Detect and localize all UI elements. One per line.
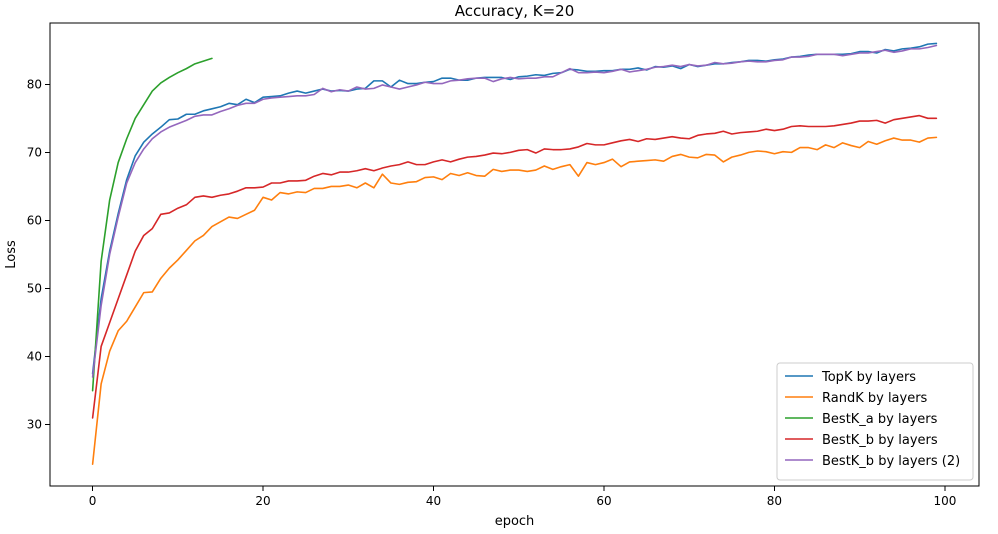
- series-line-4: [91, 114, 938, 419]
- y-axis-title: Loss: [4, 240, 19, 269]
- series-line-5: [91, 44, 938, 378]
- legend-label-1: TopK by layers: [821, 370, 916, 385]
- x-tick-label: 40: [426, 494, 441, 508]
- x-tick-label: 60: [596, 494, 611, 508]
- y-axis: 30 40 50 60 70 80: [27, 77, 50, 432]
- series-layer: [91, 42, 938, 466]
- x-tick-label: 20: [255, 494, 270, 508]
- legend-label-3: BestK_a by layers: [822, 412, 938, 427]
- series-line-2: [91, 136, 938, 466]
- legend-label-5: BestK_b by layers (2): [822, 454, 960, 469]
- y-tick-label: 50: [27, 282, 42, 296]
- x-axis-title: epoch: [495, 514, 535, 529]
- legend-box: [776, 362, 974, 481]
- x-tick-label: 100: [933, 494, 956, 508]
- series-line-3: [91, 57, 213, 392]
- plot-frame: [49, 22, 980, 487]
- y-tick-label: 70: [27, 145, 42, 159]
- x-tick-label: 80: [767, 494, 782, 508]
- x-tick-label: 0: [89, 494, 97, 508]
- x-axis: 0 20 40 60 80 100: [89, 486, 956, 508]
- y-tick-label: 40: [27, 350, 42, 364]
- legend-label-4: BestK_b by layers: [822, 433, 938, 448]
- legend: TopK by layers RandK by layers BestK_a by …: [776, 362, 974, 481]
- legend-label-2: RandK by layers: [822, 391, 928, 406]
- y-tick-label: 60: [27, 213, 42, 227]
- y-tick-label: 30: [27, 418, 42, 432]
- y-tick-label: 80: [27, 77, 42, 91]
- series-line-1: [91, 42, 938, 375]
- chart-title: Accuracy, K=20: [455, 2, 575, 20]
